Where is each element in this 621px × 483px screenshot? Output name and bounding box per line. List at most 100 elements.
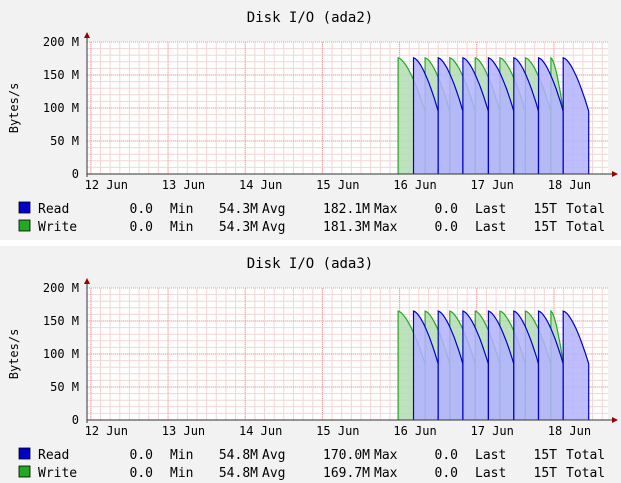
legend-min-label: Min <box>170 448 193 463</box>
series-line-read <box>412 56 439 174</box>
legend-total-value: 15T <box>534 202 558 217</box>
series-area-read <box>563 311 589 420</box>
legend-total-label: Total <box>566 448 605 463</box>
x-axis-arrow <box>612 171 618 177</box>
y-axis-arrow <box>84 278 90 284</box>
chart-title: Disk I/O (ada2) <box>247 10 373 26</box>
chart-svg: Disk I/O (ada2) 12 Jun 13 Jun 14 Jun 15 Jun 1… <box>7 10 618 235</box>
legend-min-value: 0.0 <box>130 220 153 235</box>
legend-last-label: Last <box>475 448 506 463</box>
legend-total-value: 15T <box>534 466 558 481</box>
series-area-read <box>488 311 514 420</box>
legend-min-value: 0.0 <box>130 202 153 217</box>
legend-total-label: Total <box>566 220 605 235</box>
x-tick-label: 15 Jun <box>316 178 359 192</box>
x-tick-label: 14 Jun <box>239 178 282 192</box>
series-area-read <box>513 311 539 420</box>
series-line-read <box>437 310 464 420</box>
series-line-read <box>437 56 464 174</box>
series-area-read <box>538 311 564 420</box>
legend-series-name: Read <box>38 448 69 463</box>
series-area-read <box>538 57 564 174</box>
legend-series-name: Read <box>38 202 69 217</box>
series-line-read <box>537 56 564 174</box>
series-line-read <box>462 56 489 174</box>
y-axis-arrow <box>84 32 90 38</box>
legend-swatch-write <box>18 465 31 478</box>
series-line-read <box>412 310 439 420</box>
legend-last-value: 0.0 <box>435 220 458 235</box>
legend-max-value: 181.3M <box>323 220 370 235</box>
legend-max-value: 170.0M <box>323 448 370 463</box>
x-tick-label: 17 Jun <box>471 178 514 192</box>
x-tick-label: 14 Jun <box>239 424 282 438</box>
series-area-read <box>563 57 589 174</box>
x-tick-label: 18 Jun <box>548 424 591 438</box>
series-line-read <box>562 310 590 420</box>
series-area-read <box>488 57 514 174</box>
y-axis-label: Bytes/s <box>7 329 21 380</box>
legend-swatch-read <box>18 201 31 214</box>
disk-io-chart-ada2: Disk I/O (ada2) 12 Jun 13 Jun 14 Jun 15 Jun 1… <box>0 0 621 240</box>
panel-separator <box>0 240 621 246</box>
legend-series-name: Write <box>38 220 77 235</box>
legend-series-name: Write <box>38 466 77 481</box>
series-area-read <box>462 311 489 420</box>
legend-min-label: Min <box>170 220 193 235</box>
y-tick-label: 50 M <box>50 380 79 394</box>
series-line-write <box>550 56 564 174</box>
legend-swatch-write <box>18 219 31 232</box>
legend-avg-value: 54.8M <box>219 448 258 463</box>
series-line-read <box>537 310 564 420</box>
x-tick-label: 16 Jun <box>393 424 436 438</box>
series-area-read <box>438 57 463 174</box>
series-line-read <box>562 56 590 174</box>
y-axis-label: Bytes/s <box>7 83 21 134</box>
y-tick-label: 0 <box>72 167 79 181</box>
legend-max-value: 169.7M <box>323 466 370 481</box>
series-line-read <box>513 56 540 174</box>
legend-min-value: 0.0 <box>130 448 153 463</box>
legend-avg-value: 54.8M <box>219 466 258 481</box>
legend-last-label: Last <box>475 220 506 235</box>
x-tick-label: 15 Jun <box>316 424 359 438</box>
x-axis-arrow <box>612 417 618 423</box>
legend-last-value: 0.0 <box>435 202 458 217</box>
series-area-read <box>413 311 439 420</box>
series-area-read <box>413 57 439 174</box>
legend-avg-label: Avg <box>262 448 285 463</box>
legend-min-label: Min <box>170 466 193 481</box>
disk-io-chart-ada3: Disk I/O (ada3) 12 Jun 13 Jun 14 Jun 15 Jun 1… <box>0 246 621 483</box>
x-tick-label: 13 Jun <box>162 178 205 192</box>
legend-max-label: Max <box>374 220 398 235</box>
legend-last-label: Last <box>475 202 506 217</box>
legend-avg-label: Avg <box>262 202 285 217</box>
legend-total-label: Total <box>566 202 605 217</box>
legend-max-label: Max <box>374 448 398 463</box>
y-tick-label: 150 M <box>43 68 79 82</box>
y-tick-label: 200 M <box>43 35 79 49</box>
chart-svg: Disk I/O (ada3) 12 Jun 13 Jun 14 Jun 15 Jun 1… <box>7 256 618 481</box>
x-tick-label: 17 Jun <box>471 424 514 438</box>
x-tick-label: 12 Jun <box>85 178 128 192</box>
series-line-read <box>487 310 515 420</box>
legend-avg-label: Avg <box>262 220 285 235</box>
series-area-read <box>438 311 463 420</box>
series-line-read <box>513 310 540 420</box>
series-line-write <box>550 309 564 420</box>
x-tick-label: 13 Jun <box>162 424 205 438</box>
x-tick-label: 16 Jun <box>393 178 436 192</box>
legend-min-value: 0.0 <box>130 466 153 481</box>
legend-swatch-read <box>18 447 31 460</box>
x-tick-label: 18 Jun <box>548 178 591 192</box>
legend-total-value: 15T <box>534 448 558 463</box>
legend-last-value: 0.0 <box>435 466 458 481</box>
y-tick-label: 100 M <box>43 347 79 361</box>
y-tick-label: 150 M <box>43 314 79 328</box>
series-area-read <box>513 57 539 174</box>
x-tick-label: 12 Jun <box>85 424 128 438</box>
series-area-read <box>462 57 489 174</box>
legend-last-value: 0.0 <box>435 448 458 463</box>
series-line-read <box>462 310 489 420</box>
legend-min-label: Min <box>170 202 193 217</box>
